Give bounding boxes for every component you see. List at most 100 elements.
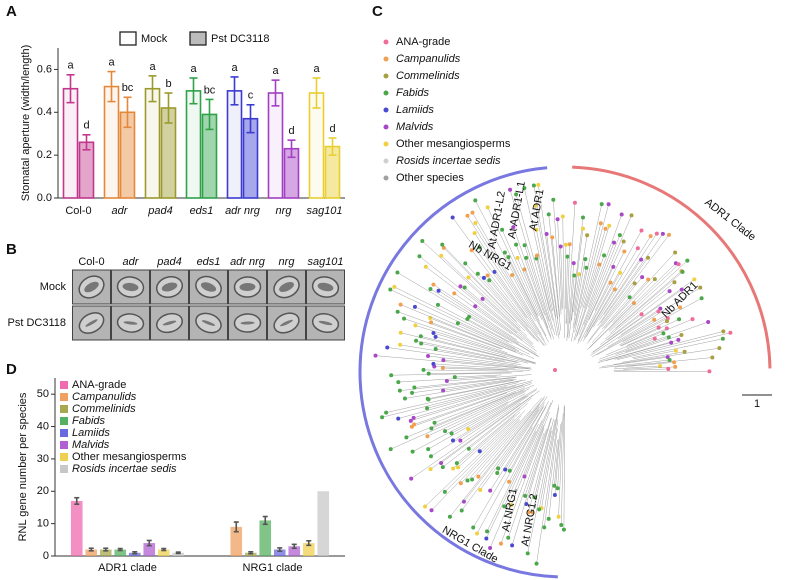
- tree-tip: [535, 253, 540, 258]
- tree-branch: [390, 390, 524, 450]
- tree-tip: [395, 309, 400, 314]
- tree-branch: [386, 382, 519, 413]
- tree-tip: [414, 338, 419, 343]
- tree-branch: [604, 282, 675, 340]
- column-label: pad4: [156, 256, 181, 268]
- tree-branch: [443, 247, 525, 332]
- tree-tip: [522, 243, 527, 248]
- tree-branch: [469, 316, 539, 357]
- tree-tip: [652, 277, 657, 282]
- panel-label: A: [6, 3, 17, 20]
- tree-tip: [639, 312, 644, 317]
- legend-label: Fabids: [396, 87, 430, 99]
- significance-letter: bc: [204, 84, 216, 96]
- tree-branch: [600, 290, 670, 345]
- legend-label: Lamiids: [72, 427, 110, 439]
- tree-branch: [621, 308, 661, 335]
- tree-tip: [658, 363, 663, 368]
- tree-branch: [597, 233, 664, 327]
- tree-tip: [639, 228, 644, 233]
- tree-tip: [471, 525, 476, 530]
- tree-branch: [511, 417, 552, 546]
- legend-label: Campanulids: [396, 53, 461, 65]
- tree-branch: [487, 207, 539, 316]
- tree-tip: [413, 323, 418, 328]
- tree-tip: [652, 317, 657, 322]
- tree-branch: [573, 274, 580, 312]
- tree-branch: [554, 424, 561, 496]
- tree-tip: [639, 257, 644, 262]
- tree-branch: [600, 257, 649, 323]
- tree-branch: [435, 336, 537, 365]
- tree-branch: [394, 286, 530, 355]
- tree-tip: [395, 270, 400, 275]
- tree-branch: [434, 387, 526, 423]
- legend-label: Pst DC3118: [211, 33, 270, 45]
- tree-branch: [487, 275, 545, 346]
- tree-tip: [473, 304, 478, 309]
- tree-tip: [664, 319, 669, 324]
- tree-tip: [667, 357, 672, 362]
- tree-tip: [552, 483, 557, 488]
- tree-tip: [441, 388, 446, 393]
- significance-letter: a: [190, 63, 197, 75]
- tree-branch: [489, 280, 529, 328]
- x-tick-label: adr: [112, 205, 129, 217]
- tree-branch: [430, 389, 537, 457]
- tree-branch: [607, 314, 642, 341]
- tree-tip: [469, 248, 474, 253]
- tree-branch: [566, 244, 570, 324]
- scale-label: 1: [754, 398, 760, 410]
- tree-tip: [498, 541, 503, 546]
- legend-dot: [383, 39, 389, 45]
- tree-branch: [508, 423, 539, 482]
- tree-tip: [572, 273, 577, 278]
- stoma-pore: [317, 282, 334, 292]
- stoma-pore: [84, 281, 99, 293]
- tree-tip: [452, 291, 457, 296]
- tree-branch: [580, 282, 611, 342]
- tree-tip: [409, 476, 414, 481]
- tree-branch: [440, 390, 540, 464]
- tree-tip: [676, 262, 681, 267]
- panel-label: C: [372, 3, 383, 20]
- tree-branch: [574, 223, 602, 333]
- legend-swatch: [119, 31, 137, 46]
- tree-branch: [504, 406, 544, 470]
- y-tick-label: 50: [37, 388, 49, 400]
- tree-branch: [596, 298, 702, 356]
- bar: [143, 543, 156, 556]
- tree-tip: [458, 284, 463, 289]
- tree-tip: [412, 385, 417, 390]
- tree-tip: [522, 186, 527, 191]
- tree-tip: [485, 273, 490, 278]
- tree-branch: [632, 338, 723, 359]
- tree-branch: [464, 287, 533, 345]
- x-tick-label: eds1: [190, 205, 214, 217]
- tree-branch: [468, 407, 521, 449]
- significance-letter: d: [83, 120, 89, 132]
- tree-tip: [428, 454, 433, 459]
- column-label: adr: [123, 256, 140, 268]
- column-label: Col-0: [78, 256, 104, 268]
- legend-label: Rosids incertae sedis: [396, 155, 501, 167]
- tree-tip: [419, 341, 424, 346]
- tree-branch: [535, 205, 560, 339]
- tree-branch: [453, 414, 516, 469]
- tree-branch: [444, 415, 522, 493]
- tree-tip: [451, 466, 456, 471]
- tree-branch: [557, 421, 563, 489]
- column-label: eds1: [197, 256, 221, 268]
- tree-branch: [457, 322, 519, 352]
- tree-tip: [392, 284, 397, 289]
- tree-branch: [592, 289, 682, 353]
- legend-swatch: [60, 381, 68, 389]
- tree-branch: [619, 320, 668, 345]
- tree-tip: [680, 269, 685, 274]
- legend-dot: [383, 107, 389, 113]
- tree-tip: [551, 197, 556, 202]
- tree-branch: [430, 317, 523, 356]
- tree-tip: [496, 466, 501, 471]
- tree-branch: [576, 255, 605, 337]
- tree-tip: [572, 200, 577, 205]
